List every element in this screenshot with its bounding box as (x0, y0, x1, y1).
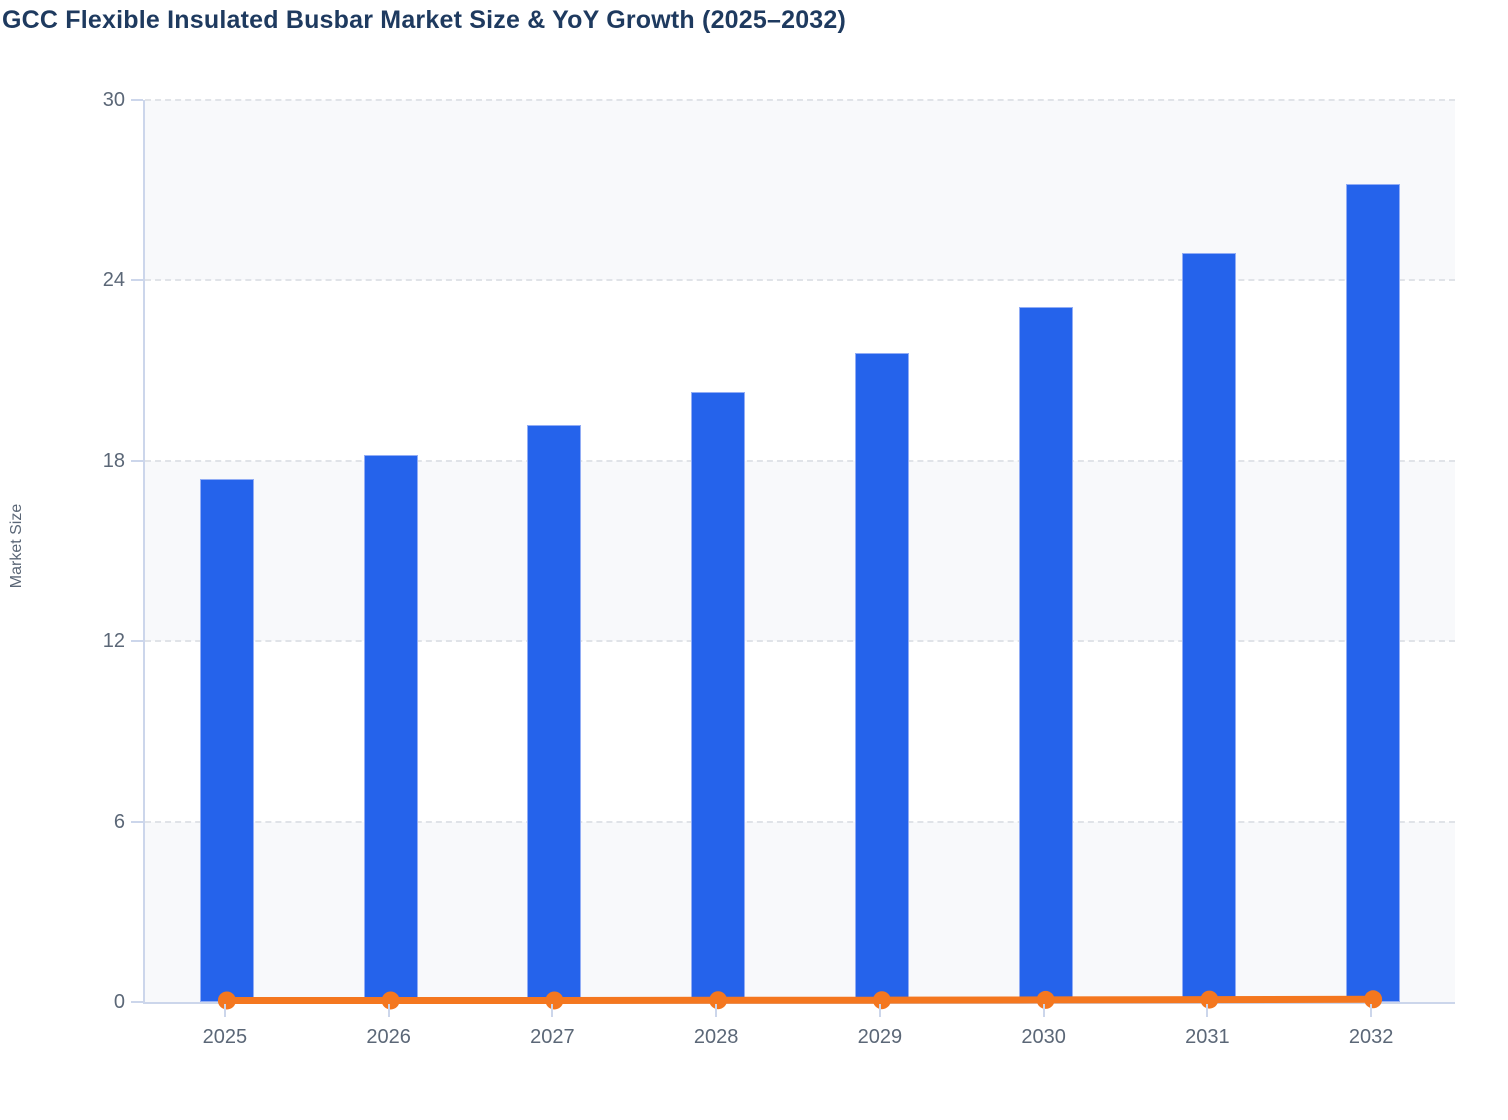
y-tick-label-0: 0 (113, 991, 125, 1013)
bar-2031 (1182, 253, 1237, 1002)
chart-title: GCC Flexible Insulated Busbar Market Siz… (2, 6, 847, 34)
bar-2029 (854, 352, 909, 1002)
x-axis-tick-2032 (1370, 1004, 1373, 1017)
y-axis-tick-30 (131, 99, 143, 101)
plot-area (143, 99, 1455, 1010)
x-axis-tick-2031 (1206, 1004, 1209, 1017)
bar-2027 (527, 424, 582, 1002)
y-axis-tick-24 (131, 279, 143, 282)
x-axis-tick-2029 (878, 1004, 881, 1017)
y-axis-tick-0 (131, 1001, 143, 1003)
bar-2028 (691, 391, 746, 1002)
gridline-30 (145, 99, 1455, 101)
bar-2030 (1018, 307, 1073, 1002)
y-axis-tick-6 (131, 820, 143, 823)
x-tick-label-2027: 2027 (530, 1026, 575, 1048)
x-axis-tick-2026 (387, 1004, 390, 1017)
x-axis-tick-2030 (1042, 1004, 1045, 1017)
x-axis-tick-2025 (223, 1004, 226, 1017)
bar-2026 (363, 454, 418, 1002)
x-tick-label-2031: 2031 (1185, 1026, 1230, 1048)
gridline-12 (145, 640, 1455, 643)
bar-2025 (199, 478, 254, 1002)
y-tick-label-6: 6 (113, 810, 125, 833)
x-axis-tick-2027 (551, 1004, 554, 1017)
bar-2032 (1346, 184, 1401, 1002)
gridline-6 (145, 820, 1455, 823)
gridline-18 (145, 459, 1455, 462)
y-tick-label-12: 12 (102, 630, 125, 653)
x-tick-label-2029: 2029 (857, 1026, 903, 1048)
plot-band (145, 460, 1455, 642)
x-tick-label-2032: 2032 (1348, 1026, 1394, 1048)
y-axis-tick-12 (131, 640, 143, 643)
x-tick-label-2026: 2026 (366, 1026, 411, 1048)
y-tick-label-18: 18 (102, 449, 125, 472)
x-axis-tick-2028 (715, 1004, 718, 1017)
x-tick-label-2028: 2028 (693, 1026, 739, 1048)
plot-band (145, 100, 1455, 281)
y-axis-title: Market Size (8, 503, 25, 589)
gridline-24 (145, 279, 1455, 282)
x-tick-label-2030: 2030 (1021, 1026, 1066, 1048)
y-tick-label-30: 30 (102, 89, 125, 111)
y-axis-tick-18 (131, 459, 143, 462)
x-tick-label-2025: 2025 (202, 1026, 248, 1048)
y-tick-label-24: 24 (102, 269, 125, 292)
plot-band (145, 821, 1455, 1002)
